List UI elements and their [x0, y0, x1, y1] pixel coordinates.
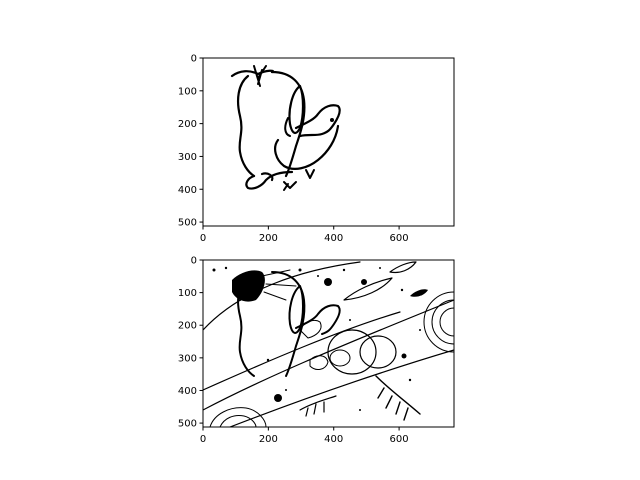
drawing-stroke [329, 349, 351, 367]
bottom-x-tick-label: 600 [390, 434, 409, 445]
bottom-drawing-image [203, 261, 454, 427]
bottom-x-tick-label: 400 [324, 434, 343, 445]
sketch-stroke [230, 69, 274, 78]
drawing-stroke [327, 329, 377, 375]
drawing-fill [232, 270, 265, 302]
drawing-dot [361, 279, 367, 285]
drawing-stroke [299, 319, 329, 370]
drawing-stroke [261, 269, 297, 301]
sketch-stroke [274, 124, 340, 170]
top-y-tick-label: 200 [178, 119, 197, 130]
drawing-stroke [359, 335, 397, 369]
top-x-tick-label: 600 [390, 233, 409, 244]
top-axes-frame [202, 57, 455, 227]
drawing-stroke [389, 261, 417, 274]
bottom-y-tick-label: 300 [178, 353, 197, 364]
sketch-stroke [237, 74, 256, 178]
top-x-ticks: 0 200 400 600 [200, 226, 409, 244]
top-y-ticks: 0 100 200 300 400 500 [178, 54, 203, 229]
drawing-stroke [375, 375, 421, 421]
drawing-stroke [431, 299, 454, 345]
sketch-stroke [253, 65, 267, 87]
drawing-stroke [209, 407, 267, 427]
sketch-stroke [260, 172, 274, 182]
sketch-stroke [294, 104, 341, 138]
drawing-stroke [439, 307, 454, 337]
bottom-axes-frame [202, 259, 455, 428]
top-x-tick-label: 400 [324, 233, 343, 244]
drawing-specks [212, 266, 421, 411]
drawing-fill [410, 289, 428, 297]
bottom-x-tick-label: 0 [200, 434, 206, 445]
sketch-stroke [283, 181, 297, 191]
top-sketch-image [230, 65, 341, 191]
bottom-x-tick-label: 200 [259, 434, 278, 445]
top-y-tick-label: 400 [178, 185, 197, 196]
top-y-tick-label: 0 [191, 54, 197, 65]
drawing-dot [274, 394, 282, 402]
top-x-tick-label: 0 [200, 233, 206, 244]
drawing-stroke [295, 304, 341, 335]
top-y-tick-label: 500 [178, 218, 197, 229]
drawing-dot [324, 278, 332, 286]
sketch-stroke [245, 170, 294, 190]
bottom-axes: 0 100 200 300 400 500 0 200 400 600 [178, 256, 455, 445]
sketch-stroke [284, 117, 291, 137]
drawing-stroke [423, 291, 454, 353]
sketch-stroke [305, 169, 315, 179]
bottom-y-ticks: 0 100 200 300 400 500 [178, 256, 203, 430]
sketch-stroke [288, 84, 305, 134]
drawing-stroke [299, 395, 337, 417]
top-y-tick-label: 100 [178, 86, 197, 97]
bottom-y-tick-label: 0 [191, 256, 197, 267]
drawing-stroke [343, 277, 393, 301]
bottom-y-tick-label: 400 [178, 386, 197, 397]
top-y-tick-label: 300 [178, 152, 197, 163]
bottom-y-tick-label: 200 [178, 321, 197, 332]
drawing-stroke [288, 285, 304, 334]
top-plot-area [203, 58, 454, 226]
sketch-dot [330, 118, 334, 122]
top-axes: 0 100 200 300 400 500 0 200 400 600 [178, 54, 455, 244]
bottom-y-tick-label: 500 [178, 419, 197, 430]
bottom-y-tick-label: 100 [178, 288, 197, 299]
top-x-tick-label: 200 [259, 233, 278, 244]
bottom-x-ticks: 0 200 400 600 [200, 427, 409, 445]
